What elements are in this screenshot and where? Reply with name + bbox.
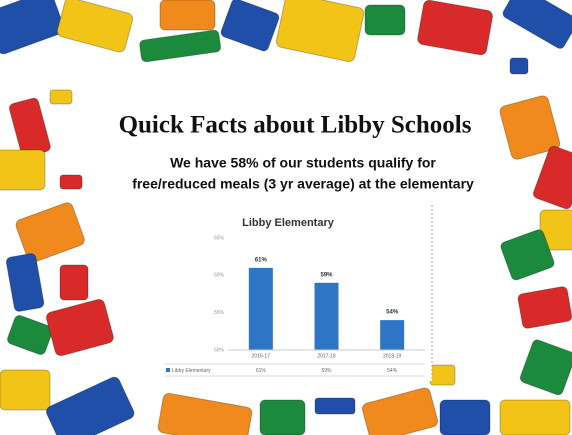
- y-tick-label: 60%: [214, 273, 225, 279]
- slide: Quick Facts about Libby Schools We have …: [0, 0, 572, 435]
- page: Quick Facts about Libby Schools We have …: [0, 0, 572, 435]
- bar: [315, 283, 339, 350]
- y-tick-label: 65%: [214, 235, 225, 241]
- subtitle-line: free/reduced meals (3 yr average) at the…: [132, 176, 474, 192]
- chart-title: Libby Elementary: [242, 217, 335, 229]
- value-label: 59%: [320, 272, 333, 278]
- value-label: 61%: [255, 257, 268, 263]
- bar: [249, 268, 273, 350]
- y-tick-label: 50%: [214, 347, 225, 353]
- table-cell: 54%: [387, 368, 398, 374]
- legend-swatch: [166, 368, 170, 372]
- x-tick-label: 2017-18: [317, 353, 336, 359]
- bar: [380, 320, 404, 350]
- table-cell: 59%: [321, 368, 332, 374]
- subtitle-line: We have 58% of our students qualify for: [170, 155, 436, 171]
- table-cell: 61%: [256, 368, 267, 374]
- legend-label: Libby Elementary: [172, 368, 211, 374]
- x-tick-label: 2016-17: [252, 353, 271, 359]
- x-tick-label: 2018-19: [383, 353, 402, 359]
- value-label: 54%: [386, 310, 399, 316]
- slide-title: Quick Facts about Libby Schools: [119, 112, 472, 139]
- y-tick-label: 55%: [214, 310, 225, 316]
